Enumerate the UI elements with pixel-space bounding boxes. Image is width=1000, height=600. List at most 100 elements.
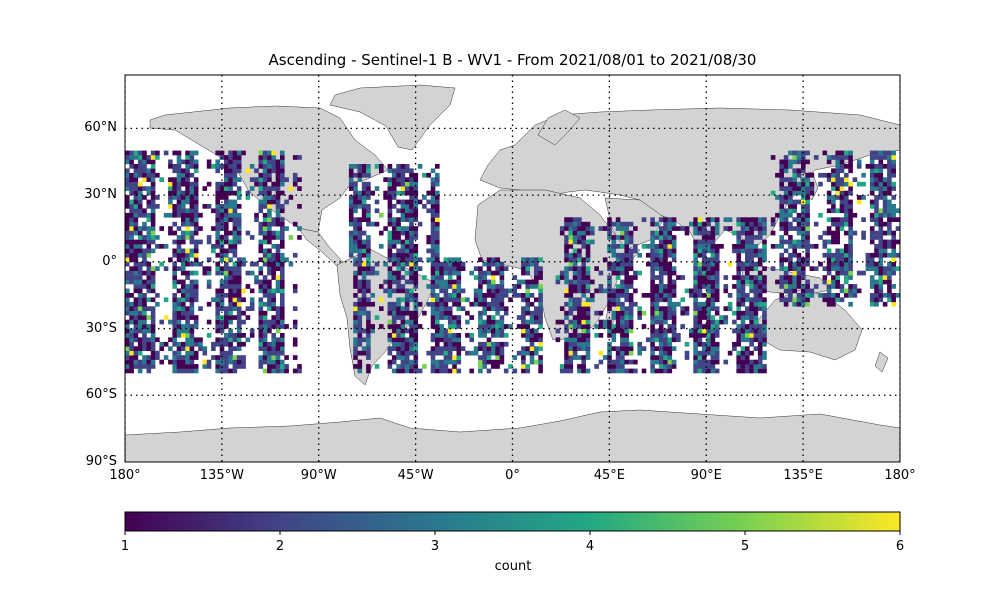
data-cell — [465, 297, 470, 303]
data-cell — [796, 181, 802, 187]
data-cell — [796, 293, 802, 298]
data-cell — [215, 244, 220, 249]
data-cell — [348, 168, 354, 174]
data-cell — [189, 186, 195, 191]
data-cell — [801, 261, 806, 267]
data-cell — [714, 257, 720, 263]
data-cell — [219, 364, 225, 369]
data-cell — [185, 275, 190, 280]
data-cell — [452, 364, 457, 369]
data-cell — [271, 333, 276, 338]
lon-tick-label: 0° — [505, 468, 520, 483]
data-cell — [839, 168, 845, 174]
data-cell — [353, 226, 358, 231]
data-cell — [271, 301, 276, 307]
data-cell — [236, 217, 242, 222]
data-cell — [262, 279, 268, 285]
data-cell — [792, 252, 797, 258]
data-cell — [680, 324, 685, 329]
data-cell — [435, 315, 440, 320]
data-cell — [125, 155, 130, 160]
data-cell — [262, 150, 268, 156]
data-cell — [193, 288, 199, 294]
data-cell — [193, 177, 199, 182]
data-cell — [176, 279, 182, 285]
data-cell — [129, 350, 134, 356]
data-cell — [443, 359, 449, 365]
data-cell — [882, 150, 888, 156]
data-cell — [280, 221, 285, 227]
data-cell — [396, 181, 401, 187]
data-cell — [856, 195, 862, 200]
data-cell — [577, 306, 582, 311]
data-cell — [762, 364, 767, 369]
data-cell — [568, 297, 574, 303]
data-cell — [228, 150, 233, 156]
data-cell — [215, 230, 220, 236]
data-cell — [460, 288, 466, 294]
data-cell — [413, 248, 419, 254]
data-cell — [495, 261, 500, 267]
data-cell — [577, 266, 582, 271]
data-cell — [723, 306, 729, 311]
data-cell — [228, 190, 233, 196]
data-cell — [133, 346, 139, 351]
data-cell — [646, 261, 651, 267]
data-cell — [396, 275, 401, 280]
data-cell — [142, 195, 147, 200]
data-cell — [572, 235, 578, 240]
data-cell — [198, 239, 203, 245]
data-cell — [788, 226, 793, 231]
data-cell — [262, 155, 268, 160]
data-cell — [215, 186, 220, 191]
data-cell — [435, 190, 440, 196]
data-cell — [693, 284, 698, 289]
data-cell — [658, 306, 664, 311]
data-cell — [848, 159, 853, 165]
data-cell — [262, 284, 268, 289]
data-cell — [400, 266, 406, 271]
data-cell — [796, 275, 802, 280]
data-cell — [745, 310, 750, 316]
data-cell — [391, 319, 397, 325]
data-cell — [861, 181, 866, 187]
data-cell — [172, 270, 177, 276]
data-cell — [417, 257, 423, 263]
data-cell — [805, 186, 810, 191]
data-cell — [447, 266, 453, 271]
data-cell — [236, 212, 242, 218]
data-cell — [775, 172, 780, 178]
data-cell — [435, 270, 440, 276]
data-cell — [245, 270, 251, 276]
data-cell — [641, 217, 647, 222]
data-cell — [572, 346, 578, 351]
data-cell — [176, 195, 182, 200]
data-cell — [534, 270, 539, 276]
data-cell — [486, 270, 492, 276]
data-cell — [353, 350, 358, 356]
data-cell — [271, 257, 276, 263]
data-cell — [628, 297, 634, 303]
data-cell — [267, 221, 272, 227]
data-cell — [736, 293, 741, 298]
data-cell — [163, 315, 169, 320]
data-cell — [801, 204, 806, 209]
data-cell — [714, 261, 720, 267]
data-cell — [564, 315, 569, 320]
data-cell — [534, 306, 539, 311]
data-cell — [663, 310, 668, 316]
data-cell — [749, 284, 754, 289]
data-cell — [736, 279, 741, 285]
data-cell — [650, 217, 655, 222]
data-cell — [602, 324, 608, 329]
data-cell — [417, 324, 423, 329]
data-cell — [572, 239, 578, 245]
data-cell — [491, 279, 496, 285]
data-cell — [671, 226, 677, 231]
data-cell — [417, 301, 423, 307]
data-cell — [882, 177, 888, 182]
data-cell — [805, 252, 810, 258]
data-cell — [267, 261, 272, 267]
data-cell — [267, 270, 272, 276]
data-cell — [736, 306, 741, 311]
